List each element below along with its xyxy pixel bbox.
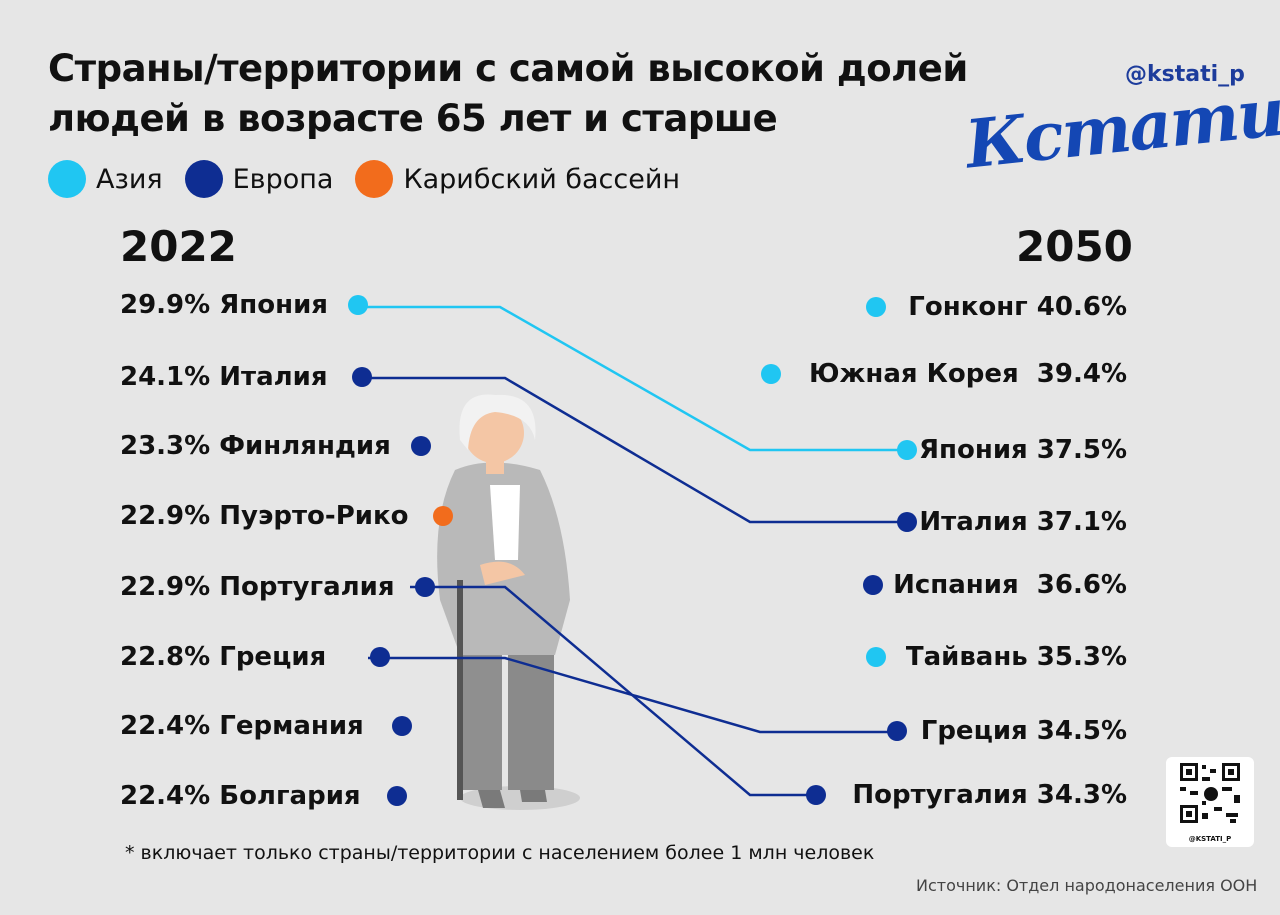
dot-2022 bbox=[432, 506, 453, 526]
label-2022: 22.9% Пуэрто-Рико bbox=[120, 501, 409, 531]
row-2022-0: 29.9% Япония bbox=[120, 288, 368, 322]
dot-2050 bbox=[897, 512, 918, 532]
row-2050-2: Япония 37.5% bbox=[897, 433, 1127, 467]
dot-2022 bbox=[351, 367, 372, 387]
label-2022: 29.9% Япония bbox=[120, 290, 328, 320]
dot-2050 bbox=[886, 721, 907, 741]
label-2022: 22.9% Португалия bbox=[120, 572, 395, 602]
row-2050-5: Тайвань 35.3% bbox=[865, 640, 1127, 674]
row-2050-1: Южная Корея 39.4% bbox=[760, 357, 1127, 391]
page-title: Страны/территории с самой высокой долей … bbox=[48, 44, 968, 144]
label-2050: Португалия 34.3% bbox=[852, 780, 1127, 810]
dot-2050 bbox=[760, 364, 781, 384]
row-2050-7: Португалия 34.3% bbox=[806, 778, 1127, 812]
dot-2022 bbox=[391, 716, 412, 736]
label-2050: Япония 37.5% bbox=[919, 435, 1127, 465]
row-2050-4: Испания 36.6% bbox=[863, 568, 1127, 602]
legend-item-asia: Азия bbox=[48, 160, 163, 198]
legend-item-europe: Европа bbox=[184, 160, 334, 198]
dot-2050 bbox=[865, 647, 886, 667]
elderly-woman-illustration bbox=[437, 394, 580, 810]
dot-2022 bbox=[347, 295, 368, 315]
row-2022-5: 22.8% Греция bbox=[120, 640, 391, 674]
label-2050: Испания 36.6% bbox=[893, 570, 1127, 600]
legend-swatch bbox=[184, 160, 223, 198]
label-2022: 22.4% Германия bbox=[120, 711, 364, 741]
connection-line bbox=[358, 305, 905, 452]
legend-item-caribbean: Карибский бассейн bbox=[355, 160, 680, 198]
source-text: Источник: Отдел народонаселения ООН bbox=[916, 876, 1258, 895]
row-2022-7: 22.4% Болгария bbox=[120, 779, 407, 813]
dot-2022 bbox=[410, 436, 431, 456]
row-2022-3: 22.9% Пуэрто-Рико bbox=[120, 499, 453, 533]
label-2050: Тайвань 35.3% bbox=[905, 642, 1127, 672]
row-2022-4: 22.9% Португалия bbox=[120, 570, 435, 604]
connection-line bbox=[410, 585, 825, 797]
label-2022: 23.3% Финляндия bbox=[120, 431, 391, 461]
footnote: * включает только страны/территории с на… bbox=[125, 842, 875, 864]
legend-label: Карибский бассейн bbox=[403, 163, 681, 195]
dot-2050 bbox=[866, 297, 887, 317]
qr-code-icon bbox=[1180, 763, 1240, 823]
year-2022: 2022 bbox=[120, 222, 237, 271]
legend-label: Европа bbox=[232, 163, 334, 195]
title-line-2: людей в возрасте 65 лет и старше bbox=[48, 97, 778, 140]
dot-2022 bbox=[386, 786, 407, 806]
year-2050: 2050 bbox=[1016, 222, 1133, 271]
title-line-1: Страны/территории с самой высокой долей bbox=[48, 47, 968, 90]
dot-2022 bbox=[370, 647, 391, 667]
row-2022-6: 22.4% Германия bbox=[120, 709, 412, 743]
dot-2050 bbox=[863, 575, 884, 595]
legend-label: Азия bbox=[96, 163, 163, 195]
row-2050-0: Гонконг 40.6% bbox=[866, 290, 1127, 324]
legend: Азия Европа Карибский бассейн bbox=[48, 160, 702, 198]
label-2050: Греция 34.5% bbox=[920, 716, 1127, 746]
dot-2050 bbox=[897, 440, 918, 460]
channel-handle: @kstati_p bbox=[1125, 62, 1245, 87]
connection-line bbox=[368, 656, 893, 734]
legend-swatch bbox=[355, 160, 394, 198]
dot-2050 bbox=[806, 785, 827, 805]
label-2022: 22.8% Греция bbox=[120, 642, 327, 672]
row-2050-6: Греция 34.5% bbox=[886, 714, 1127, 748]
row-2022-2: 23.3% Финляндия bbox=[120, 429, 431, 463]
row-2022-1: 24.1% Италия bbox=[120, 360, 372, 394]
label-2050: Южная Корея 39.4% bbox=[808, 359, 1127, 389]
dot-2022 bbox=[414, 577, 435, 597]
qr-code[interactable]: @KSTATI_P bbox=[1166, 757, 1254, 847]
label-2022: 22.4% Болгария bbox=[120, 781, 361, 811]
qr-label: @KSTATI_P bbox=[1188, 835, 1232, 843]
label-2050: Гонконг 40.6% bbox=[908, 292, 1127, 322]
legend-swatch bbox=[48, 160, 86, 198]
label-2050: Италия 37.1% bbox=[919, 507, 1127, 537]
connection-line bbox=[360, 376, 905, 524]
label-2022: 24.1% Италия bbox=[120, 362, 328, 392]
row-2050-3: Италия 37.1% bbox=[897, 505, 1127, 539]
